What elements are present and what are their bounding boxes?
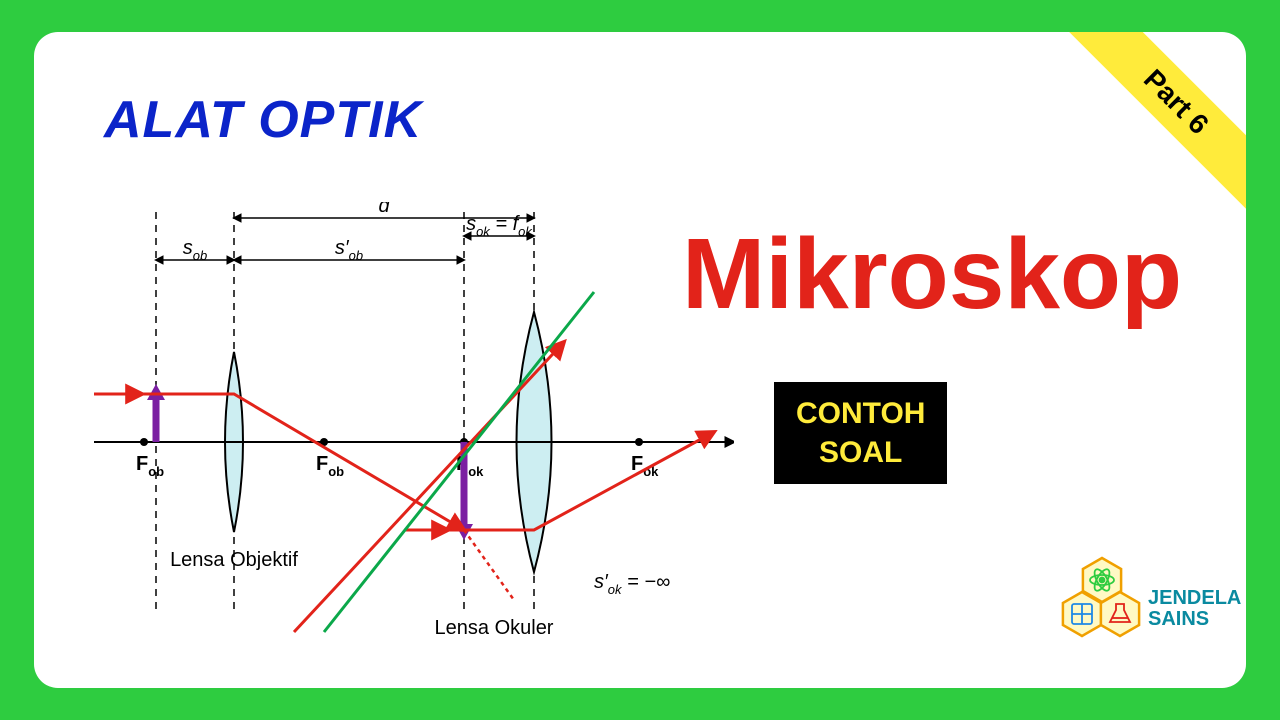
example-badge-line2: SOAL [796,433,925,472]
svg-text:sob: sob [183,237,207,263]
category-title: ALAT OPTIK [104,90,422,150]
example-badge-line1: CONTOH [796,394,925,433]
main-title: Mikroskop [682,217,1182,332]
brand-name-line2: SAINS [1148,609,1241,630]
part-ribbon-label: Part 6 [1059,32,1246,219]
svg-text:Lensa Objektif: Lensa Objektif [170,549,298,571]
svg-text:Fob: Fob [136,453,164,479]
svg-text:Fok: Fok [456,453,484,479]
part-ribbon: Part 6 [1046,32,1246,232]
brand-logo: JENDELA SAINS [1054,552,1214,677]
svg-text:Lensa Okuler: Lensa Okuler [435,617,554,639]
svg-text:s′ok = −∞: s′ok = −∞ [594,571,670,597]
brand-name: JENDELA SAINS [1148,588,1241,630]
inner-card: ALAT OPTIK Part 6 Mikroskop CONTOH SOAL … [34,32,1246,688]
svg-text:s′ob: s′ob [335,237,363,263]
optics-diagram: FobFobFokFokdsobs′obsok = fokLensa Objek… [94,202,734,642]
example-badge: CONTOH SOAL [774,382,947,484]
svg-text:d: d [378,202,390,217]
brand-name-line1: JENDELA [1148,588,1241,609]
outer-frame: ALAT OPTIK Part 6 Mikroskop CONTOH SOAL … [0,0,1280,720]
svg-text:sok = fok: sok = fok [466,213,533,239]
